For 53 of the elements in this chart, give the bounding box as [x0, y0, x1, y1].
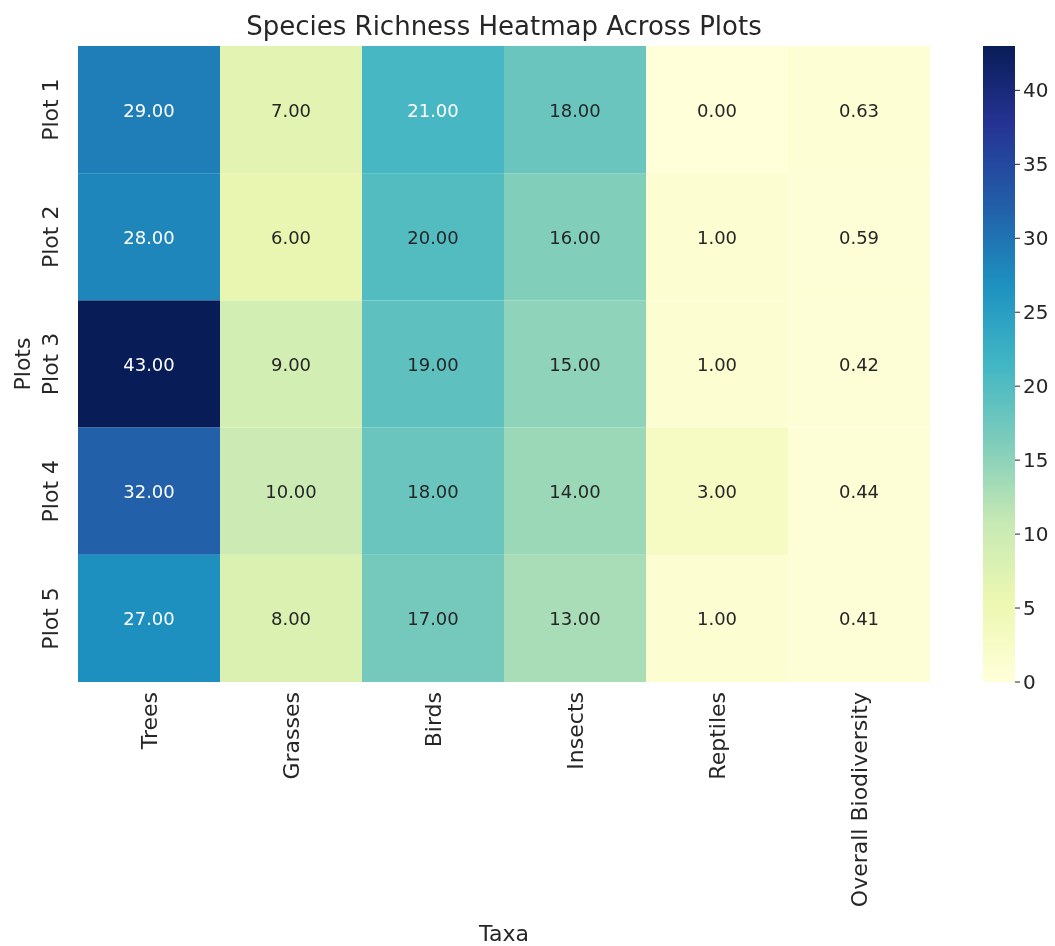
color-bar-label: 0: [1023, 670, 1036, 694]
color-bar-label: 10: [1023, 522, 1049, 547]
x-tick-label: Birds: [420, 692, 446, 748]
data-label: 20.00: [407, 226, 459, 248]
data-label: 9.00: [270, 353, 312, 375]
data-label: 0.63: [838, 99, 880, 121]
color-bar-label: 40: [1023, 78, 1049, 103]
data-label: 28.00: [123, 226, 175, 248]
color-bar-label: 5: [1023, 596, 1036, 621]
data-label: 1.00: [696, 226, 738, 248]
x-tick-label: Trees: [136, 692, 162, 751]
data-label: 29.00: [123, 99, 175, 121]
color-bar-label: 20: [1023, 374, 1049, 399]
y-tick-label: Plot 3: [37, 332, 63, 396]
y-axis-title: Plots: [9, 337, 35, 391]
x-axis-title: Taxa: [478, 921, 529, 946]
x-tick-label: Reptiles: [704, 692, 730, 780]
data-label: 6.00: [270, 226, 312, 248]
data-label: 18.00: [407, 480, 459, 502]
data-label: 13.00: [549, 607, 601, 629]
x-tick-label: Insects: [562, 692, 588, 770]
data-label: 27.00: [123, 607, 175, 629]
y-tick-label: Plot 5: [37, 587, 63, 650]
data-label: 0.41: [838, 607, 880, 629]
color-bar-label: 35: [1023, 152, 1049, 177]
data-label: 17.00: [407, 607, 459, 629]
chart-title: Species Richness Heatmap Across Plots: [246, 11, 762, 41]
x-tick-label: Grasses: [278, 692, 304, 780]
data-label: 16.00: [549, 226, 601, 248]
data-label: 1.00: [696, 353, 738, 375]
color-bar-label: 30: [1023, 226, 1049, 251]
data-label: 10.00: [265, 480, 317, 502]
y-tick-label: Plot 4: [37, 459, 63, 523]
data-label: 21.00: [407, 99, 459, 121]
data-label: 15.00: [549, 353, 601, 375]
data-label: 8.00: [270, 607, 312, 629]
data-label: 3.00: [696, 480, 738, 502]
data-label: 7.00: [270, 99, 312, 121]
data-label: 0.00: [696, 99, 738, 121]
data-label: 0.44: [838, 480, 880, 502]
data-label: 14.00: [549, 480, 601, 502]
data-label: 0.59: [838, 226, 880, 248]
x-tick-label: Overall Biodiversity: [846, 692, 872, 908]
data-label: 43.00: [123, 353, 175, 375]
data-label: 32.00: [123, 480, 175, 502]
y-tick-label: Plot 2: [37, 205, 63, 269]
y-tick-label: Plot 1: [37, 78, 63, 141]
color-bar-label: 15: [1023, 448, 1049, 473]
data-label: 18.00: [549, 99, 601, 121]
data-label: 1.00: [696, 607, 738, 629]
data-label: 19.00: [407, 353, 459, 375]
data-label: 0.42: [838, 353, 880, 375]
color-bar-label: 25: [1023, 300, 1049, 325]
